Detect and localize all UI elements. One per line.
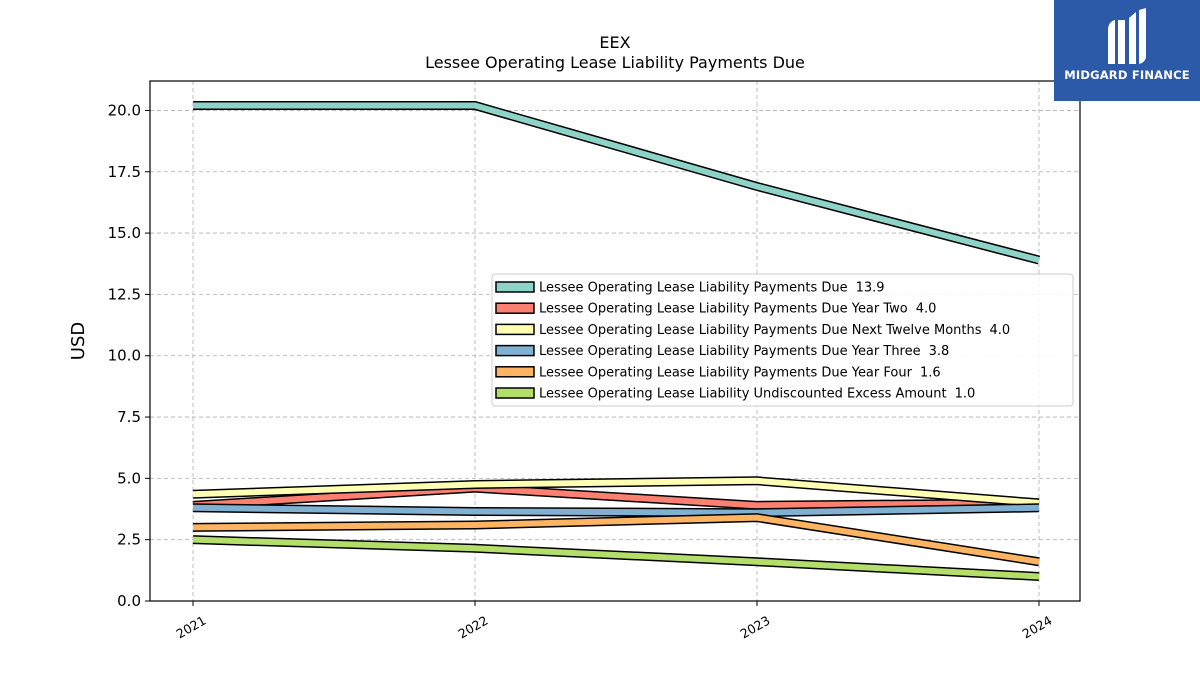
legend-series-value: 1.6	[920, 365, 941, 380]
legend-series-value: 4.0	[990, 323, 1011, 338]
y-tick-label: 15.0	[108, 224, 141, 242]
legend-entry: Lessee Operating Lease Liability Payment…	[539, 344, 949, 359]
legend-series-name: Lessee Operating Lease Liability Payment…	[539, 323, 982, 338]
legend-series-name: Lessee Operating Lease Liability Payment…	[539, 365, 913, 380]
legend-swatch	[495, 323, 535, 336]
legend-series-name: Lessee Operating Lease Liability Undisco…	[539, 387, 947, 402]
chart-title: EEX	[599, 33, 630, 52]
legend-swatch	[495, 302, 535, 314]
legend-series-value: 1.0	[955, 387, 976, 402]
brand-name: MIDGARD FINANCE	[1064, 68, 1190, 82]
brand-mark-icon	[1108, 8, 1146, 64]
y-axis-label: USD	[68, 322, 89, 360]
x-tick-label: 2022	[455, 613, 490, 642]
x-axis: 2021 2022 2023 2024	[173, 601, 1055, 642]
x-tick-label: 2024	[1019, 613, 1054, 642]
legend: Lessee Operating Lease Liability Payment…	[491, 273, 1074, 407]
legend-entry: Lessee Operating Lease Liability Undisco…	[539, 387, 975, 402]
plot-frame	[149, 80, 1081, 602]
series-line	[192, 477, 1040, 506]
chart-subtitle: Lessee Operating Lease Liability Payment…	[425, 53, 805, 72]
series-line	[193, 102, 1040, 263]
x-tick-label: 2023	[737, 613, 772, 642]
legend-series-value: 4.0	[916, 302, 937, 317]
series-line	[192, 504, 1040, 516]
legend-entry: Lessee Operating Lease Liability Payment…	[539, 281, 885, 296]
series-line-outline	[193, 101, 1041, 265]
y-tick-label: 20.0	[108, 101, 141, 119]
legend-entry: Lessee Operating Lease Liability Payment…	[539, 302, 936, 317]
legend-entry: Lessee Operating Lease Liability Payment…	[539, 365, 941, 380]
y-tick-label: 5.0	[117, 469, 141, 487]
legend-box	[491, 273, 1074, 407]
y-tick-label: 17.5	[108, 163, 141, 181]
y-tick-label: 12.5	[108, 285, 141, 303]
brand-logo: MIDGARD FINANCE	[1054, 0, 1200, 101]
legend-entry: Lessee Operating Lease Liability Payment…	[539, 323, 1010, 338]
legend-series-name: Lessee Operating Lease Liability Payment…	[539, 302, 908, 317]
legend-series-value: 3.8	[929, 344, 950, 359]
series-line	[192, 485, 1040, 509]
legend-series-value: 13.9	[856, 281, 885, 296]
series-line	[192, 514, 1040, 565]
y-tick-label: 2.5	[117, 531, 141, 549]
series-layer	[192, 101, 1041, 581]
series-line	[192, 536, 1040, 580]
y-axis: 0.0 2.5 5.0 7.5 10.0 12.5 15.0 17.5 20.0	[108, 101, 150, 610]
legend-swatch	[495, 366, 535, 378]
y-tick-label: 0.0	[117, 592, 141, 610]
legend-swatch	[495, 387, 535, 399]
legend-swatch	[495, 281, 535, 293]
y-tick-label: 7.5	[117, 408, 141, 426]
legend-series-name: Lessee Operating Lease Liability Payment…	[539, 344, 921, 359]
legend-series-name: Lessee Operating Lease Liability Payment…	[539, 281, 848, 296]
x-tick-label: 2021	[173, 613, 208, 642]
y-tick-label: 10.0	[108, 347, 141, 365]
legend-swatch	[495, 344, 535, 357]
